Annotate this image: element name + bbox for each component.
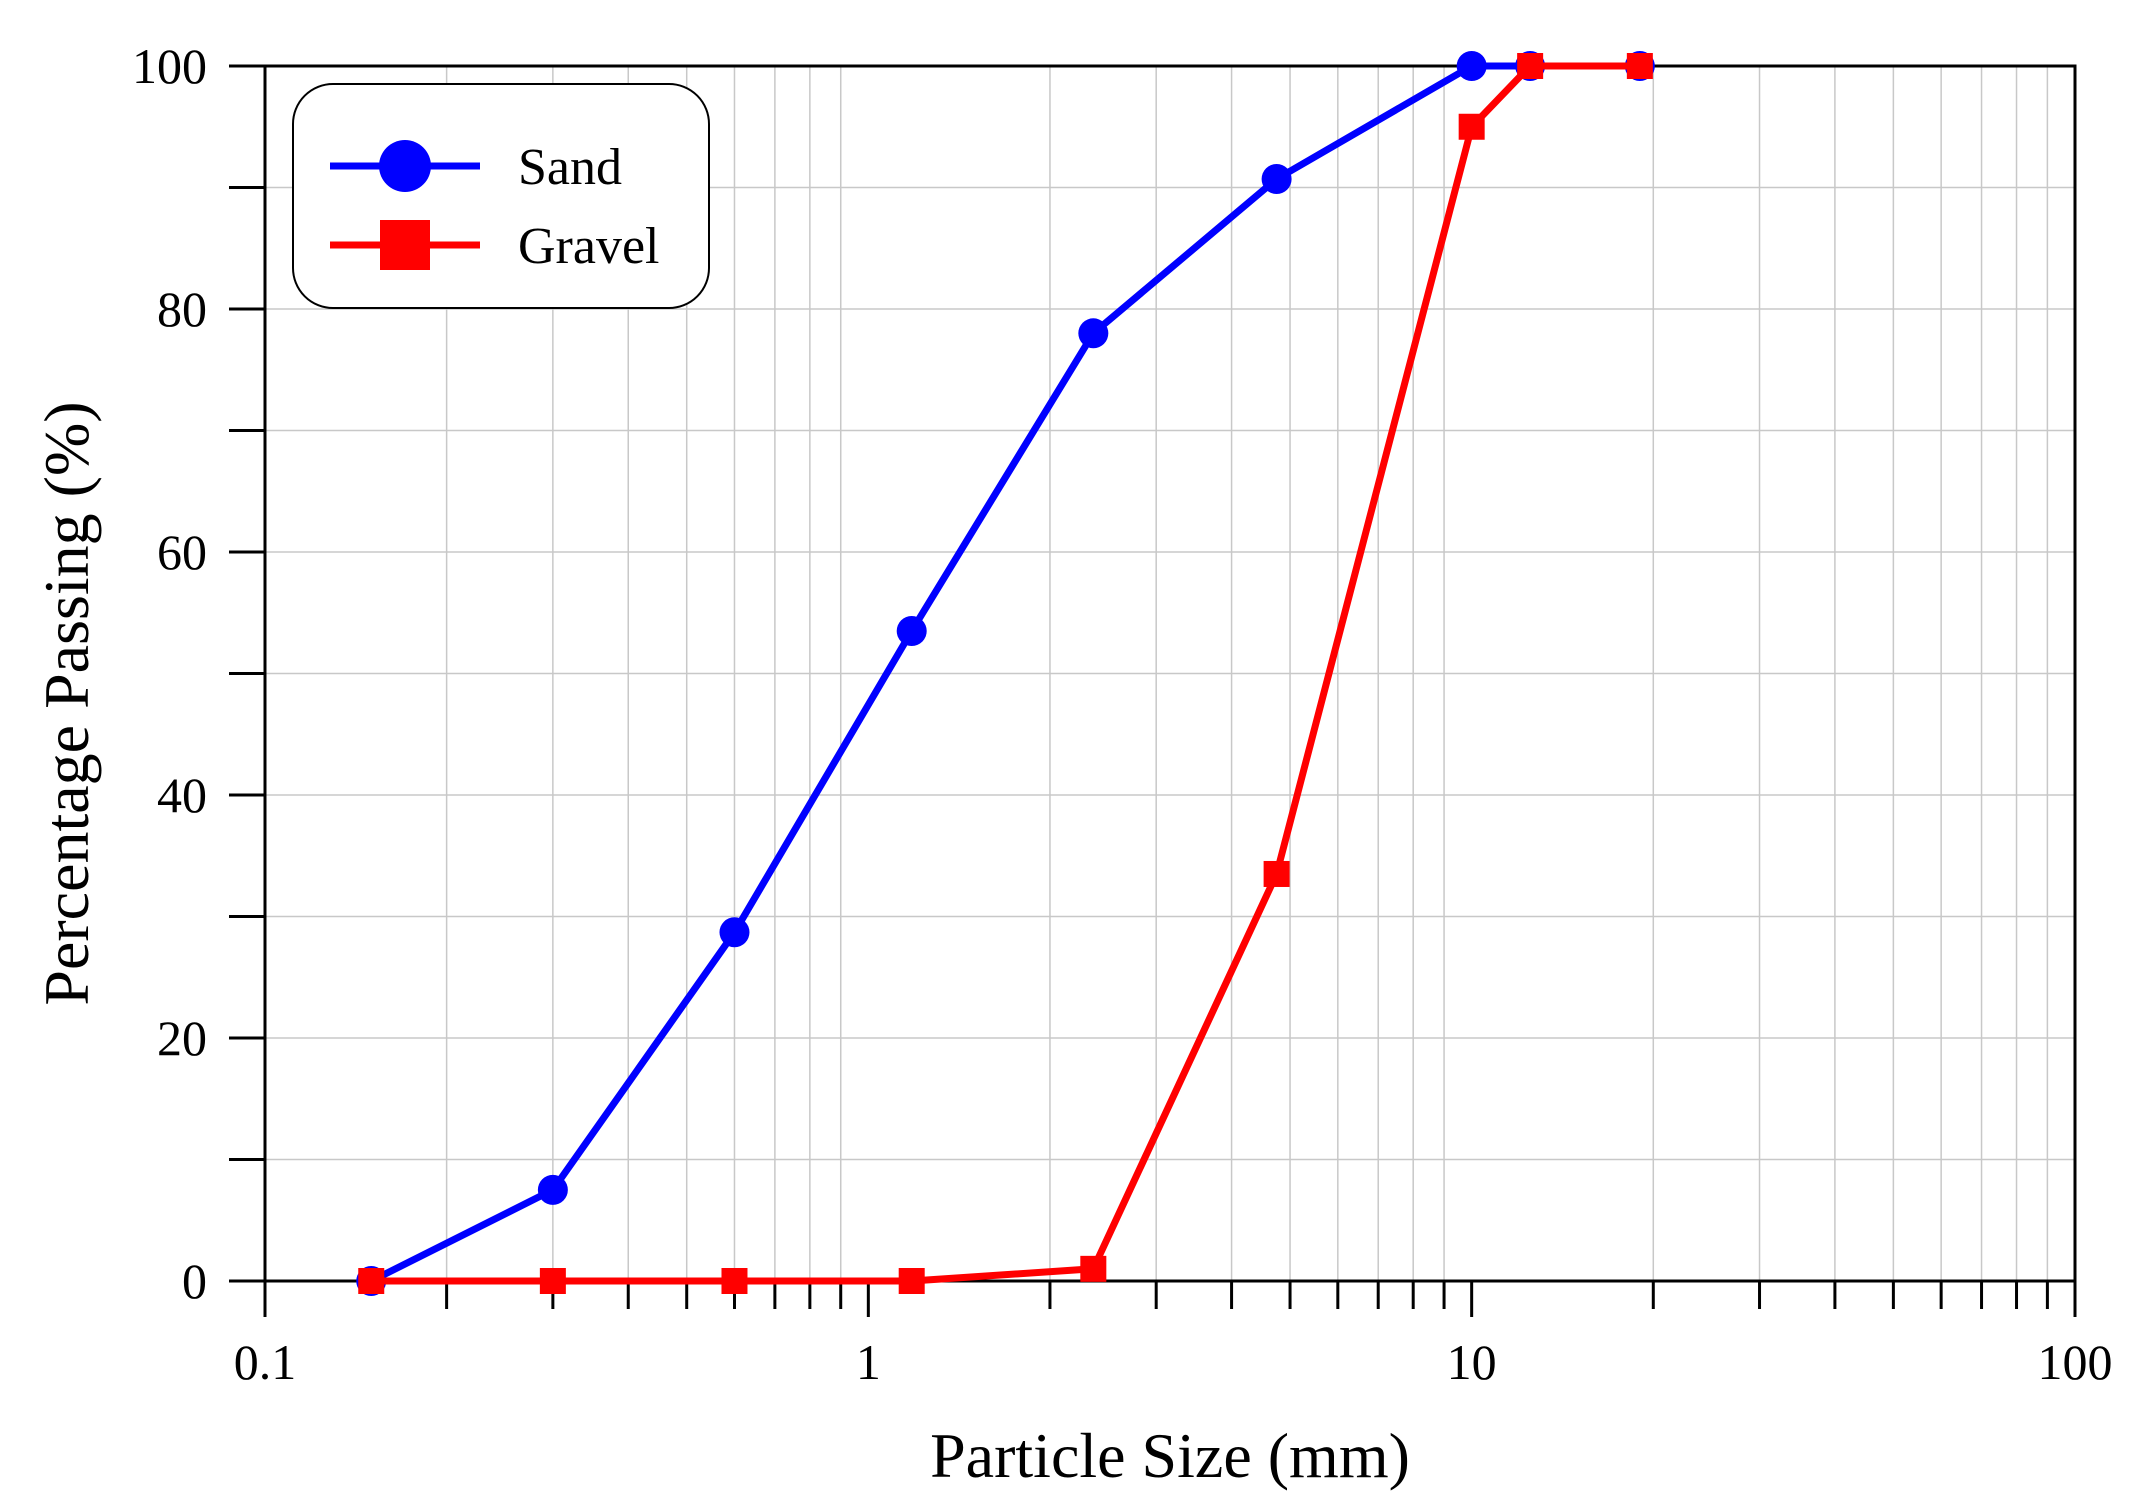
legend-marker-gravel — [380, 220, 430, 270]
legend-label-gravel: Gravel — [518, 218, 659, 275]
sand-point — [896, 615, 927, 646]
gravel-point — [1626, 53, 1653, 79]
series — [356, 51, 1655, 1296]
gravel-point — [358, 1268, 385, 1294]
x-tick-label: 0.1 — [234, 1334, 297, 1390]
gravel-point — [721, 1268, 748, 1294]
y-tick-label: 20 — [157, 1010, 207, 1066]
y-tick-label: 80 — [157, 281, 207, 337]
gravel-point — [1517, 53, 1544, 79]
sand-point — [1261, 163, 1292, 194]
legend-label-sand: Sand — [518, 139, 622, 196]
x-axis-title: Particle Size (mm) — [930, 1420, 1410, 1491]
gravel-point — [898, 1268, 925, 1294]
legend: Sand Gravel — [292, 83, 710, 309]
x-tick-label: 10 — [1447, 1334, 1497, 1390]
sand-point — [1078, 318, 1109, 349]
axis-ticks — [229, 64, 2077, 1317]
sand-point — [1456, 51, 1487, 81]
x-tick-label: 100 — [2038, 1334, 2113, 1390]
sand-point — [537, 1174, 568, 1205]
x-tick-label: 1 — [856, 1334, 881, 1390]
y-tick-label: 60 — [157, 524, 207, 580]
gravel-point — [539, 1268, 566, 1294]
gravel-point — [1458, 113, 1485, 140]
y-axis-title: Percentage Passing (%) — [31, 401, 102, 1005]
y-tick-label: 0 — [182, 1253, 207, 1309]
tick-labels: 0.1 1 10 100 0 20 40 60 80 100 — [132, 38, 2113, 1390]
sand-point — [719, 917, 750, 948]
legend-marker-sand — [379, 140, 431, 192]
y-tick-label: 100 — [132, 38, 207, 94]
gravel-point — [1263, 860, 1290, 887]
y-tick-label: 40 — [157, 767, 207, 823]
plot-frame — [263, 64, 2077, 1283]
gravel-point — [1080, 1255, 1107, 1282]
